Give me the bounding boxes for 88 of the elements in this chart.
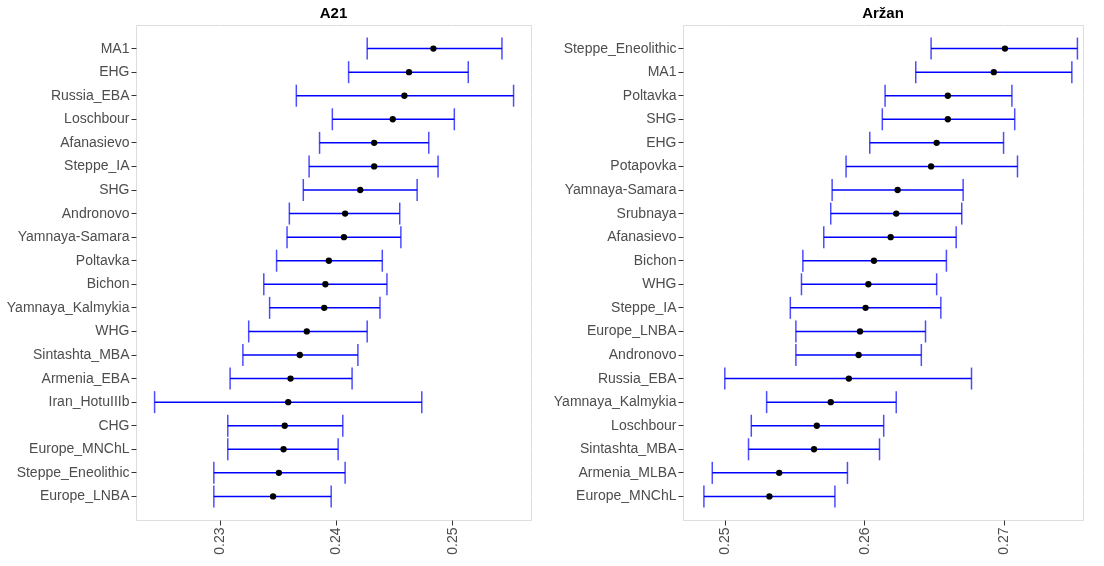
y-tick-label: Steppe_IA: [64, 157, 131, 174]
y-tick-label: SHG: [646, 110, 677, 127]
y-tick-label: Europe_MNChL: [576, 487, 677, 504]
y-tick-label: Russia_EBA: [50, 86, 131, 103]
chart-title: Aržan: [862, 4, 904, 21]
y-tick-label: EHG: [646, 133, 677, 150]
point: [287, 375, 294, 382]
point: [855, 351, 862, 359]
y-tick-label: Loschbour: [64, 110, 130, 127]
y-tick-label: Poltavka: [75, 251, 130, 268]
point: [862, 304, 869, 312]
point: [865, 281, 872, 288]
x-tick-label: 0.24: [327, 527, 344, 555]
point: [296, 351, 303, 359]
point: [927, 163, 935, 170]
y-tick-label: Andronovo: [61, 204, 130, 221]
y-tick-label: Europe_MNChL: [29, 440, 130, 457]
point: [870, 257, 878, 264]
y-tick-label: WHG: [95, 322, 130, 339]
y-tick-label: Bichon: [633, 251, 677, 268]
y-tick-label: MA1: [100, 39, 130, 56]
y-tick-label: Andronovo: [608, 346, 677, 362]
point: [303, 328, 310, 335]
point: [990, 68, 997, 76]
chart-title: A21: [319, 4, 348, 21]
y-tick-label: Srubnaya: [616, 204, 677, 221]
point: [776, 469, 783, 477]
y-tick-label: Steppe_Eneolithic: [563, 39, 677, 56]
y-tick-label: Yamnaya_Kalmykia: [553, 393, 677, 410]
x-tick-label: 0.26: [855, 527, 872, 555]
y-tick-label: SHG: [99, 181, 130, 197]
y-tick-label: Yamnaya-Samara: [17, 228, 130, 245]
y-tick-label: Steppe_IA: [611, 298, 678, 315]
point: [325, 257, 333, 264]
y-tick-label: Loschbour: [611, 416, 677, 433]
point: [944, 92, 951, 99]
point: [894, 186, 901, 194]
y-tick-label: Yamnaya_Kalmykia: [6, 298, 130, 315]
y-tick-label: Steppe_Eneolithic: [16, 463, 130, 480]
y-tick-label: Afanasievo: [607, 228, 677, 245]
point: [933, 139, 940, 147]
y-tick-label: WHG: [642, 275, 677, 292]
y-tick-label: Iran_HotuIIIb: [48, 393, 130, 410]
y-tick-label: Yamnaya-Samara: [564, 181, 677, 197]
y-tick-label: Afanasievo: [60, 133, 130, 150]
point: [275, 469, 283, 477]
point: [401, 92, 408, 99]
point: [269, 493, 277, 500]
point: [322, 281, 329, 288]
y-tick-label: Bichon: [86, 275, 130, 292]
point: [1001, 45, 1009, 52]
point: [357, 186, 364, 194]
y-tick-label: Russia_EBA: [597, 369, 678, 386]
y-tick-label: CHG: [98, 416, 130, 433]
point: [341, 210, 349, 217]
x-tick-label: 0.27: [995, 527, 1012, 555]
y-tick-label: Potapovka: [610, 157, 677, 174]
x-tick-label: 0.25: [716, 527, 733, 555]
y-tick-label: Sintashta_MBA: [580, 440, 678, 457]
y-tick-label: Europe_LNBA: [586, 322, 678, 339]
y-tick-label: MA1: [647, 63, 677, 80]
y-tick-label: Sintashta_MBA: [33, 346, 131, 362]
x-tick-label: 0.25: [443, 527, 460, 555]
point: [285, 398, 292, 406]
point: [371, 163, 378, 170]
point: [371, 139, 378, 147]
point: [281, 422, 288, 429]
point: [856, 328, 864, 335]
point: [944, 116, 951, 123]
point: [887, 233, 894, 241]
y-tick-label: Europe_LNBA: [39, 487, 131, 504]
point: [813, 422, 820, 429]
y-tick-label: EHG: [99, 63, 130, 80]
point: [827, 398, 834, 406]
y-tick-label: Armenia_EBA: [41, 369, 131, 386]
x-tick-label: 0.23: [211, 527, 228, 555]
point: [810, 446, 818, 453]
point: [893, 210, 900, 217]
point: [280, 446, 287, 453]
y-tick-label: Poltavka: [622, 86, 677, 103]
point: [430, 45, 437, 52]
point: [405, 68, 413, 76]
point: [766, 493, 773, 500]
point: [340, 233, 348, 241]
y-tick-label: Armenia_MLBA: [578, 463, 678, 480]
point: [321, 304, 328, 312]
point: [845, 375, 853, 382]
point: [389, 116, 396, 123]
